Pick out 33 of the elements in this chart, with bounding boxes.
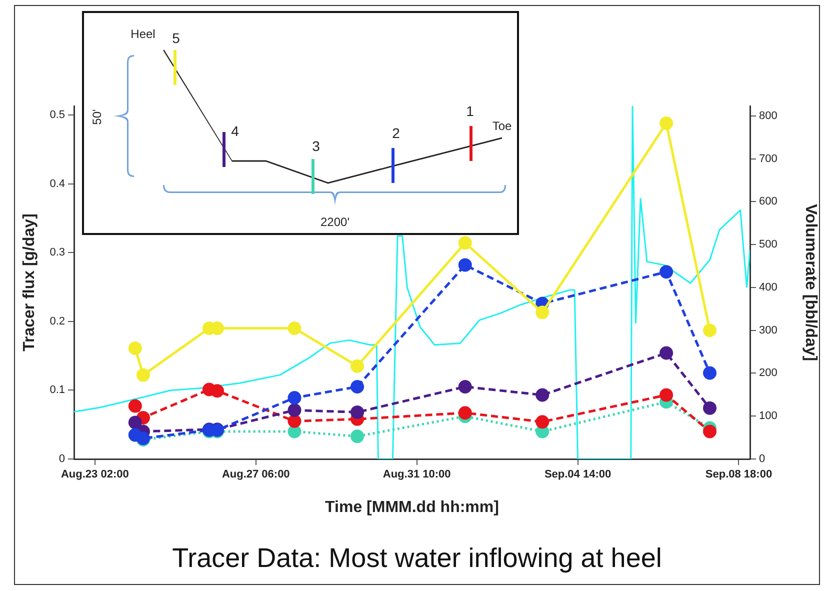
annotation: 2 — [392, 125, 400, 141]
x-tick-label: Aug.27 06:00 — [222, 468, 290, 481]
y-tick-label: 0.5 — [50, 108, 65, 121]
text: Tracer Data: Most water inflowing at heel — [171, 543, 663, 574]
y2-tick-label: 700 — [759, 152, 778, 165]
y2-tick-label: 500 — [759, 238, 778, 251]
x-tick-label: Aug.23 02:00 — [60, 468, 129, 481]
y2-tick-label: 600 — [759, 196, 778, 208]
annotation: 2200' — [320, 215, 350, 229]
annotation: 1 — [466, 103, 474, 119]
y2-tick-label: 0 — [759, 453, 766, 466]
y-tick-label: 0.3 — [50, 246, 65, 259]
y-axis-title: Tracer flux [g/day] — [21, 214, 38, 352]
x-tick-label: Sep.08 18:00 — [705, 468, 772, 481]
y2-tick-label: 100 — [759, 410, 778, 422]
x-tick-label: Aug.31 10:00 — [382, 468, 451, 481]
y-tick-label: 0.4 — [50, 178, 65, 190]
text: Heel — [130, 27, 156, 41]
x-axis-title: Time [MMM.dd hh:mm] — [325, 498, 499, 516]
text: 5 — [172, 30, 180, 46]
y-tick-label: 0 — [58, 453, 65, 466]
y2-tick-label: 300 — [759, 324, 778, 336]
y2-tick-label: 200 — [759, 367, 778, 380]
y2-tick-label: 800 — [759, 110, 778, 122]
y2-axis-title: Volumerate [bbl/day] — [802, 204, 819, 362]
x-tick-label: Sep.04 14:00 — [544, 468, 612, 481]
y2-tick-label: 400 — [759, 281, 778, 294]
annotation: 50' — [90, 109, 104, 125]
y-tick-label: 0.2 — [50, 315, 65, 328]
annotation: Toe — [492, 119, 512, 133]
annotation: 4 — [231, 123, 240, 139]
y-tick-label: 0.1 — [50, 384, 65, 396]
annotation: 3 — [312, 138, 320, 154]
